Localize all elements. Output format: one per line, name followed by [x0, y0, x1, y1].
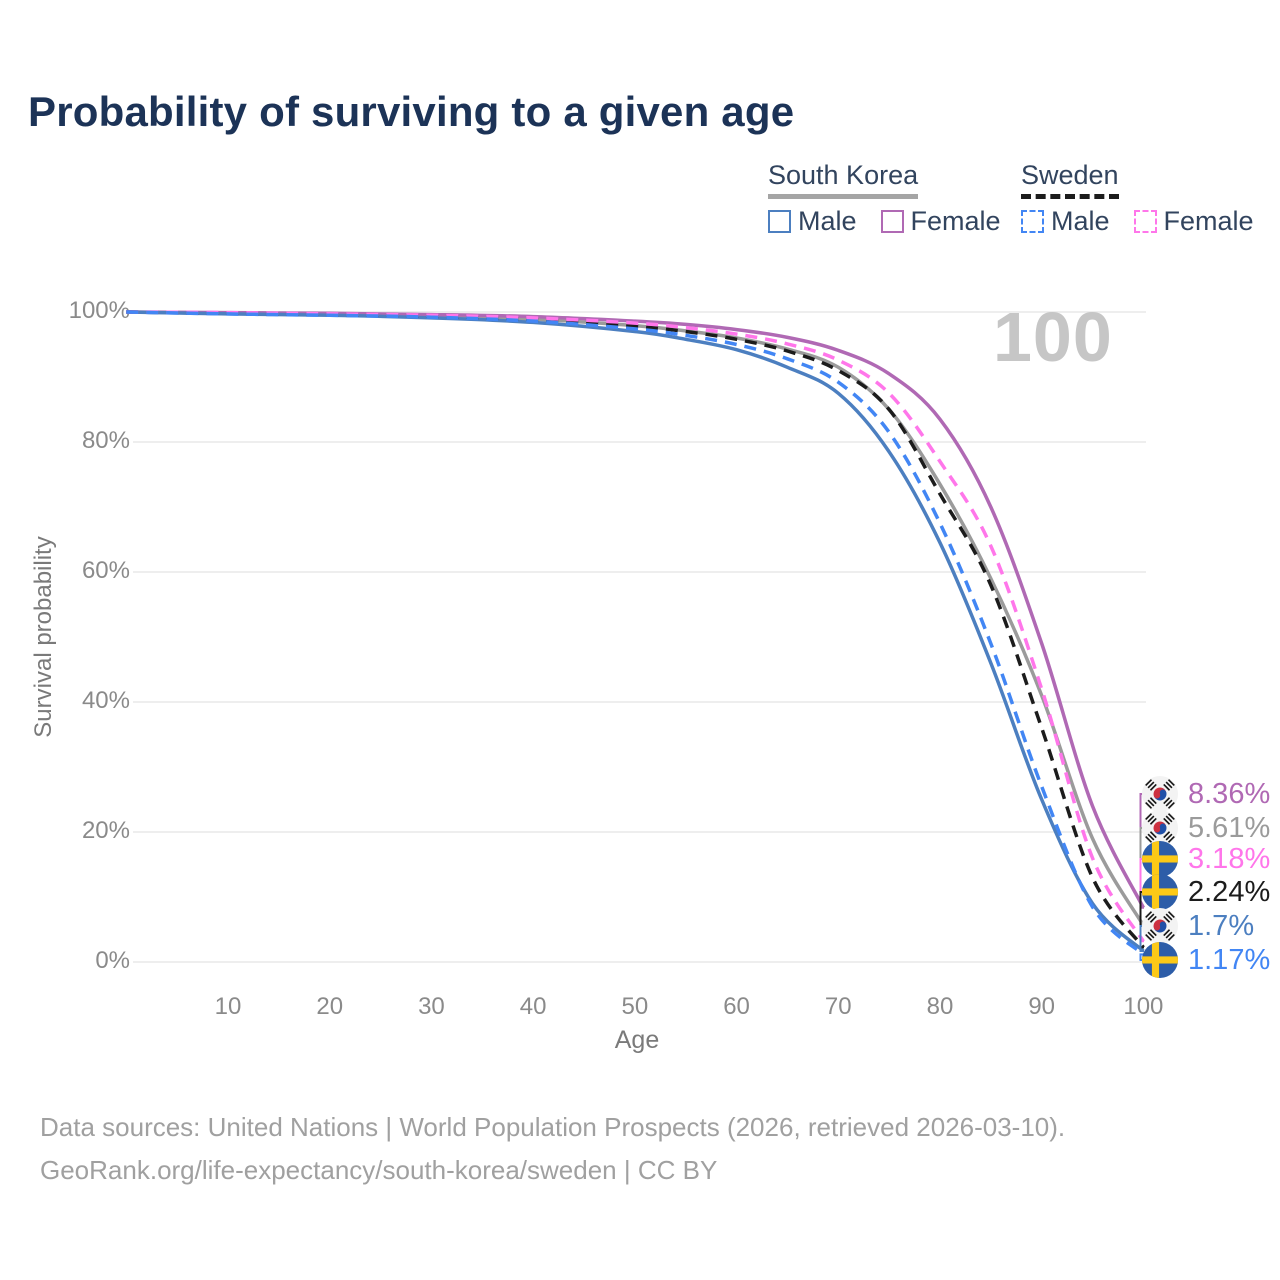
- x-tick-label: 30: [418, 993, 445, 1020]
- south-korea-flag-icon: [1141, 775, 1179, 813]
- curve-south-korea-total: [126, 310, 1145, 927]
- footer-attribution: GeoRank.org/life-expectancy/south-korea/…: [40, 1155, 718, 1185]
- legend-item-sweden-male: Male: [1021, 206, 1110, 237]
- legend-swatch-sweden-female: [1133, 210, 1157, 233]
- y-tick-label: 40%: [81, 687, 130, 714]
- x-tick-label: 60: [723, 993, 750, 1020]
- end-label-sweden-male: 1.17%: [1141, 941, 1270, 979]
- end-label-value: 1.17%: [1188, 943, 1271, 976]
- y-tick-label: 0%: [95, 947, 130, 974]
- end-label-sweden-total: 2.24%: [1141, 873, 1270, 911]
- legend-swatch-south-korea-female: [880, 210, 904, 233]
- legend-item-south-korea-female: Female: [880, 206, 1001, 237]
- page-title: Probability of surviving to a given age: [28, 88, 795, 135]
- legend-group-sweden: Sweden Male Female: [1021, 160, 1254, 237]
- watermark-100: 100: [993, 298, 1113, 376]
- south-korea-flag-icon: [1141, 809, 1179, 847]
- curve-sweden-total: [126, 310, 1145, 949]
- y-tick-label: 20%: [81, 817, 130, 844]
- legend-swatch-south-korea-male: [768, 210, 791, 233]
- x-tick-label: 40: [519, 993, 547, 1020]
- legend-header-south-korea: South Korea: [768, 160, 919, 199]
- legend-label: Male: [798, 206, 857, 236]
- x-tick-label: 90: [1028, 993, 1056, 1020]
- legend-swatch-sweden-male: [1021, 210, 1044, 233]
- x-tick-label: 80: [926, 993, 954, 1020]
- x-tick-label: 50: [621, 993, 649, 1020]
- x-tick-label: 70: [824, 993, 852, 1020]
- footer-sources: Data sources: United Nations | World Pop…: [40, 1112, 1066, 1142]
- y-tick-label: 80%: [81, 427, 130, 454]
- end-label-value: 3.18%: [1188, 842, 1271, 875]
- end-label-south-korea-total: 5.61%: [1141, 809, 1270, 847]
- end-label-south-korea-female: 8.36%: [1141, 775, 1270, 813]
- end-label-value: 5.61%: [1188, 811, 1271, 844]
- legend-items-sweden: Male Female: [1021, 206, 1254, 237]
- curve-sweden-male: [126, 310, 1145, 956]
- x-tick-label: 100: [1123, 993, 1164, 1020]
- legend-header-sweden: Sweden: [1021, 160, 1119, 199]
- end-label-sweden-female: 3.18%: [1141, 840, 1270, 878]
- end-label-value: 8.36%: [1188, 777, 1271, 810]
- sweden-flag-icon: [1141, 941, 1179, 979]
- x-tick-label: 20: [316, 993, 344, 1020]
- legend-items-south-korea: Male Female: [768, 206, 1001, 237]
- end-label-south-korea-male: 1.7%: [1141, 907, 1254, 945]
- curve-south-korea-female: [126, 310, 1145, 909]
- curve-south-korea-male: [126, 310, 1145, 953]
- end-label-value: 2.24%: [1188, 875, 1271, 908]
- curve-sweden-female: [126, 310, 1145, 943]
- legend-label: Female: [1163, 206, 1254, 236]
- legend-group-south-korea: South Korea Male Female: [768, 160, 1001, 237]
- legend-item-south-korea-male: Male: [768, 206, 857, 237]
- sweden-flag-icon: [1141, 840, 1179, 878]
- x-tick-label: 10: [214, 993, 242, 1020]
- footer: Data sources: United Nations | World Pop…: [40, 1106, 1065, 1192]
- y-tick-label: 60%: [81, 557, 130, 584]
- end-label-value: 1.7%: [1188, 909, 1255, 942]
- x-axis-title: Age: [614, 1026, 660, 1054]
- y-tick-label: 100%: [68, 297, 130, 324]
- sweden-flag-icon: [1141, 873, 1179, 911]
- south-korea-flag-icon: [1141, 907, 1179, 945]
- legend-label: Female: [910, 206, 1001, 236]
- legend-label: Male: [1051, 206, 1110, 236]
- legend-item-sweden-female: Female: [1133, 206, 1254, 237]
